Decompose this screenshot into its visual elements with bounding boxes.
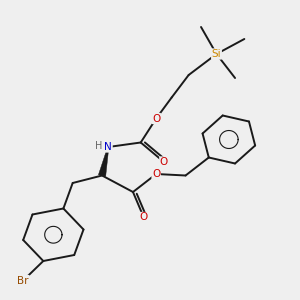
Text: O: O [140,212,148,223]
Text: O: O [152,113,160,124]
Text: N: N [104,142,112,152]
Polygon shape [98,147,109,176]
Text: O: O [160,157,168,167]
Text: Si: Si [212,49,221,59]
Text: O: O [152,169,160,179]
Text: H: H [95,140,103,151]
Text: Br: Br [17,275,29,286]
